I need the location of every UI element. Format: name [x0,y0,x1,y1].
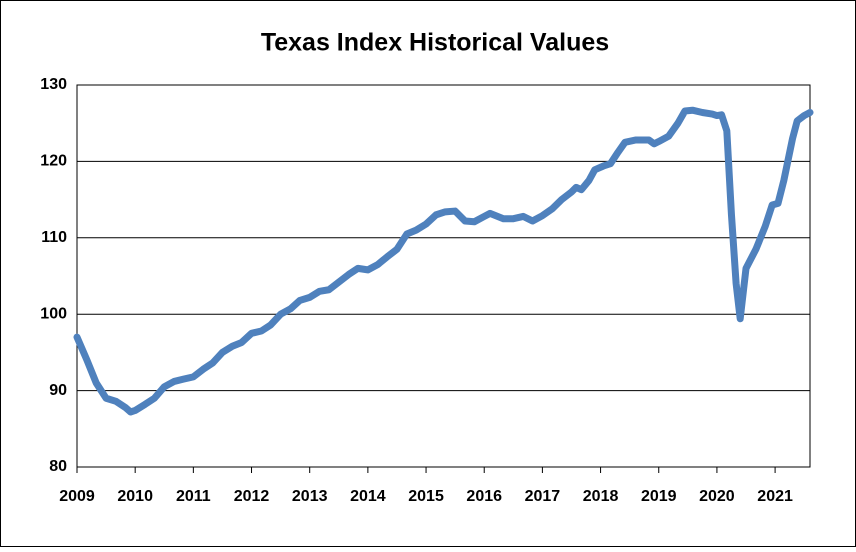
y-tick-label: 120 [40,153,67,170]
x-tick-label: 2016 [466,488,502,505]
x-tick-label: 2013 [292,488,328,505]
x-tick-label: 2009 [59,488,95,505]
x-tick-label: 2012 [234,488,270,505]
x-tick-label: 2015 [408,488,444,505]
x-tick-label: 2019 [641,488,677,505]
x-tick-label: 2011 [176,488,211,505]
x-tick-label: 2021 [757,488,793,505]
x-tick-label: 2017 [525,488,561,505]
y-tick-label: 130 [40,76,67,93]
y-tick-label: 80 [49,458,67,475]
x-tick-label: 2018 [583,488,619,505]
x-tick-label: 2020 [699,488,735,505]
y-tick-label: 110 [41,229,67,246]
chart-title: Texas Index Historical Values [261,29,609,57]
y-tick-label: 100 [40,305,67,322]
y-tick-label: 90 [49,382,67,399]
data-line [73,106,814,416]
x-tick-label: 2014 [350,488,386,505]
x-tick-label: 2010 [117,488,153,505]
